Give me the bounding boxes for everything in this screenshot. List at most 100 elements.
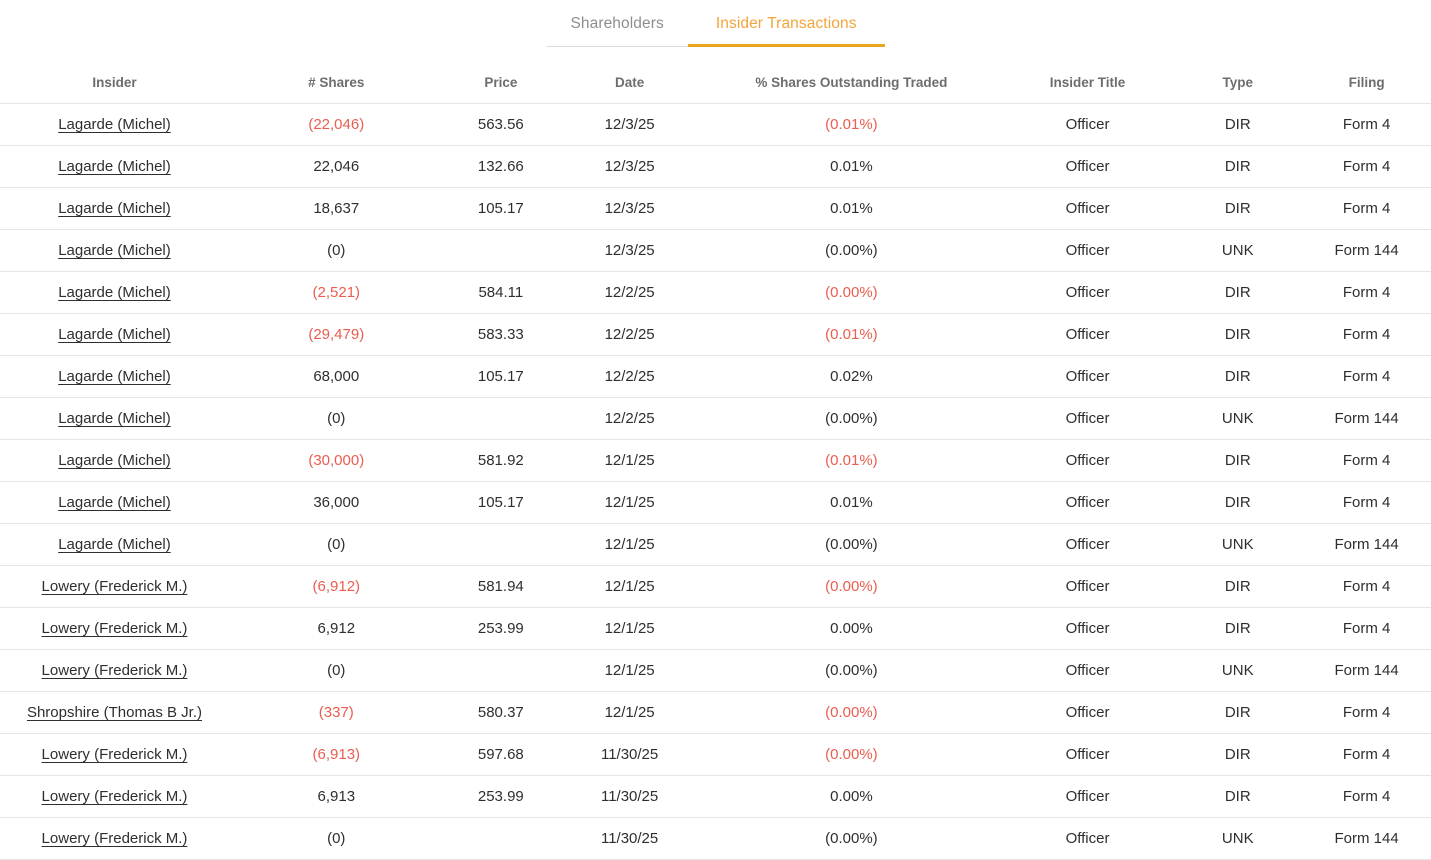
table-row: Lagarde (Michel) (0) 12/1/25 (0.00%) Officer… bbox=[0, 523, 1431, 566]
insider-link[interactable]: Lagarde (Michel) bbox=[58, 536, 171, 553]
table-row: Lagarde (Michel) (29,479) 583.33 12/2/25 (0.… bbox=[0, 313, 1431, 356]
column-header: Date bbox=[558, 61, 702, 104]
insider-title-cell: Officer bbox=[1001, 397, 1174, 440]
filing-cell: Form 144 bbox=[1302, 229, 1431, 272]
date-cell: 12/1/25 bbox=[558, 439, 702, 482]
price-cell: 253.99 bbox=[443, 775, 559, 818]
pct-traded-cell: (0.00%) bbox=[701, 397, 1002, 440]
insider-link[interactable]: Lagarde (Michel) bbox=[58, 410, 171, 427]
price-cell: 581.94 bbox=[443, 565, 559, 608]
insider-transactions-table: Insider # Shares Price Date% Shares Outstan… bbox=[0, 61, 1431, 860]
insider-link[interactable]: Lagarde (Michel) bbox=[58, 368, 171, 385]
column-header: Insider Title bbox=[1001, 61, 1174, 104]
filing-cell: Form 144 bbox=[1302, 397, 1431, 440]
insider-cell: Shropshire (Thomas B Jr.) bbox=[0, 691, 229, 734]
insider-link[interactable]: Lagarde (Michel) bbox=[58, 116, 171, 133]
shares-cell: 68,000 bbox=[228, 355, 444, 398]
shares-cell: (0) bbox=[228, 397, 444, 440]
table-row: Lagarde (Michel) 36,000 105.17 12/1/25 0.01%… bbox=[0, 481, 1431, 524]
tab-insider-transactions[interactable]: Insider Transactions bbox=[688, 0, 885, 47]
insider-link[interactable]: Lagarde (Michel) bbox=[58, 326, 171, 343]
price-cell: 580.37 bbox=[443, 691, 559, 734]
insider-cell: Lagarde (Michel) bbox=[0, 523, 229, 566]
filing-cell: Form 4 bbox=[1302, 145, 1431, 188]
filing-cell: Form 144 bbox=[1302, 523, 1431, 566]
pct-traded-cell: 0.00% bbox=[701, 607, 1002, 650]
tab-shareholders[interactable]: Shareholders bbox=[546, 0, 687, 47]
insider-cell: Lagarde (Michel) bbox=[0, 355, 229, 398]
price-cell: 584.11 bbox=[443, 271, 559, 314]
insider-link[interactable]: Lagarde (Michel) bbox=[58, 284, 171, 301]
insider-cell: Lagarde (Michel) bbox=[0, 145, 229, 188]
insider-link[interactable]: Lagarde (Michel) bbox=[58, 242, 171, 259]
type-cell: DIR bbox=[1173, 145, 1303, 188]
filing-cell: Form 4 bbox=[1302, 103, 1431, 146]
price-cell: 253.99 bbox=[443, 607, 559, 650]
insider-link[interactable]: Lagarde (Michel) bbox=[58, 452, 171, 469]
filing-cell: Form 4 bbox=[1302, 355, 1431, 398]
insider-link[interactable]: Lagarde (Michel) bbox=[58, 494, 171, 511]
shares-cell: (0) bbox=[228, 817, 444, 860]
table-row: Lowery (Frederick M.) (6,912) 581.94 12/1/2… bbox=[0, 565, 1431, 608]
pct-traded-cell: 0.01% bbox=[701, 481, 1002, 524]
filing-cell: Form 4 bbox=[1302, 439, 1431, 482]
insider-link[interactable]: Shropshire (Thomas B Jr.) bbox=[26, 704, 202, 721]
insider-link[interactable]: Lowery (Frederick M.) bbox=[41, 620, 188, 637]
shares-cell: 36,000 bbox=[228, 481, 444, 524]
type-cell: UNK bbox=[1173, 229, 1303, 272]
price-cell bbox=[443, 397, 559, 440]
insider-link[interactable]: Lowery (Frederick M.) bbox=[41, 662, 188, 679]
date-cell: 12/3/25 bbox=[558, 187, 702, 230]
type-cell: DIR bbox=[1173, 271, 1303, 314]
insider-title-cell: Officer bbox=[1001, 733, 1174, 776]
column-header: Insider bbox=[0, 61, 229, 104]
shares-cell: (30,000) bbox=[228, 439, 444, 482]
price-cell bbox=[443, 649, 559, 692]
pct-traded-cell: (0.00%) bbox=[701, 229, 1002, 272]
insider-title-cell: Officer bbox=[1001, 481, 1174, 524]
type-cell: DIR bbox=[1173, 691, 1303, 734]
shares-cell: 6,913 bbox=[228, 775, 444, 818]
type-cell: DIR bbox=[1173, 355, 1303, 398]
insider-link[interactable]: Lagarde (Michel) bbox=[58, 200, 171, 217]
table-row: Lowery (Frederick M.) (0) 12/1/25 (0.00%) Of… bbox=[0, 649, 1431, 692]
type-cell: DIR bbox=[1173, 187, 1303, 230]
insider-title-cell: Officer bbox=[1001, 649, 1174, 692]
date-cell: 12/1/25 bbox=[558, 607, 702, 650]
insider-link[interactable]: Lowery (Frederick M.) bbox=[41, 578, 188, 595]
type-cell: UNK bbox=[1173, 817, 1303, 860]
insider-cell: Lagarde (Michel) bbox=[0, 397, 229, 440]
insider-link[interactable]: Lagarde (Michel) bbox=[58, 158, 171, 175]
table-row: Lowery (Frederick M.) 6,912 253.99 12/1/25 0… bbox=[0, 607, 1431, 650]
filing-cell: Form 144 bbox=[1302, 817, 1431, 860]
insider-cell: Lagarde (Michel) bbox=[0, 103, 229, 146]
filing-cell: Form 4 bbox=[1302, 691, 1431, 734]
table-row: Lowery (Frederick M.) (6,913) 597.68 11/30/… bbox=[0, 733, 1431, 776]
date-cell: 12/1/25 bbox=[558, 649, 702, 692]
shares-cell: 18,637 bbox=[228, 187, 444, 230]
insider-title-cell: Officer bbox=[1001, 439, 1174, 482]
date-cell: 12/1/25 bbox=[558, 691, 702, 734]
insider-link[interactable]: Lowery (Frederick M.) bbox=[41, 746, 188, 763]
insider-title-cell: Officer bbox=[1001, 817, 1174, 860]
insider-title-cell: Officer bbox=[1001, 355, 1174, 398]
date-cell: 12/1/25 bbox=[558, 523, 702, 566]
column-header: # Shares bbox=[228, 61, 444, 104]
insider-link[interactable]: Lowery (Frederick M.) bbox=[41, 830, 188, 847]
insider-cell: Lowery (Frederick M.) bbox=[0, 565, 229, 608]
date-cell: 12/2/25 bbox=[558, 313, 702, 356]
insider-link[interactable]: Lowery (Frederick M.) bbox=[41, 788, 188, 805]
date-cell: 12/2/25 bbox=[558, 397, 702, 440]
insider-cell: Lowery (Frederick M.) bbox=[0, 775, 229, 818]
filing-cell: Form 4 bbox=[1302, 607, 1431, 650]
table-header-row: Insider # Shares Price Date% Shares Outstan… bbox=[0, 61, 1431, 104]
filing-cell: Form 4 bbox=[1302, 313, 1431, 356]
date-cell: 12/1/25 bbox=[558, 565, 702, 608]
shares-cell: 22,046 bbox=[228, 145, 444, 188]
table-row: Shropshire (Thomas B Jr.) (337) 580.37 12/1… bbox=[0, 691, 1431, 734]
price-cell: 563.56 bbox=[443, 103, 559, 146]
insider-cell: Lowery (Frederick M.) bbox=[0, 607, 229, 650]
date-cell: 12/2/25 bbox=[558, 355, 702, 398]
shares-cell: (337) bbox=[228, 691, 444, 734]
insider-cell: Lowery (Frederick M.) bbox=[0, 817, 229, 860]
